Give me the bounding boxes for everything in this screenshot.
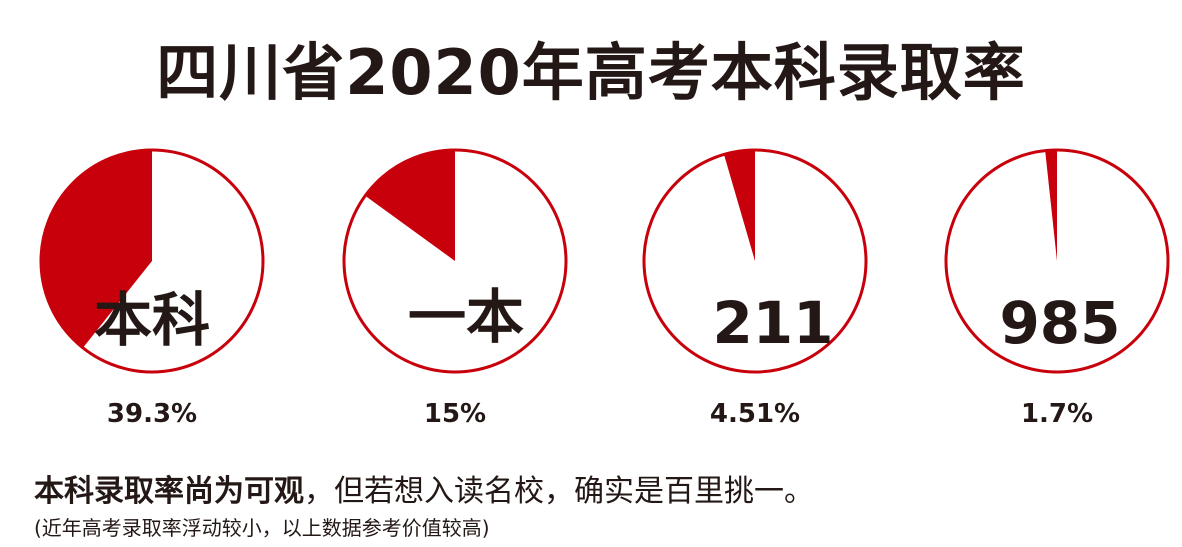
pie-2: 一本 15% (342, 148, 568, 429)
pie-slice (41, 150, 153, 348)
pie-category-label: 985 (999, 289, 1120, 357)
pie-value-label: 15% (424, 399, 486, 429)
headline-rest: ，但若想入读名校，确实是百里挑一。 (304, 474, 814, 509)
pie-charts: 本科 39.3% 一本 15% 211 4.51% 985 1.7% (39, 148, 1170, 429)
pie-value-label: 4.51% (710, 399, 800, 429)
pie-3: 211 4.51% (642, 148, 868, 429)
pie-category-label: 本科 (94, 286, 210, 354)
pie-value-label: 1.7% (1021, 399, 1093, 429)
pie-4: 985 1.7% (944, 148, 1170, 429)
pie-value-label: 39.3% (107, 399, 197, 429)
pie-slice (1045, 150, 1057, 261)
headline-bold: 本科录取率尚为可观 (34, 474, 304, 509)
page-title: 四川省2020年高考本科录取率 (156, 36, 1026, 109)
footnote: (近年高考录取率浮动较小，以上数据参考价值较高) (34, 516, 490, 540)
pie-category-label: 211 (712, 289, 833, 357)
pie-category-label: 一本 (408, 283, 524, 351)
headline: 本科录取率尚为可观，但若想入读名校，确实是百里挑一。 (34, 466, 814, 510)
pie-slice (365, 150, 455, 261)
pie-1: 本科 39.3% (39, 148, 265, 429)
pie-slice (723, 150, 755, 261)
